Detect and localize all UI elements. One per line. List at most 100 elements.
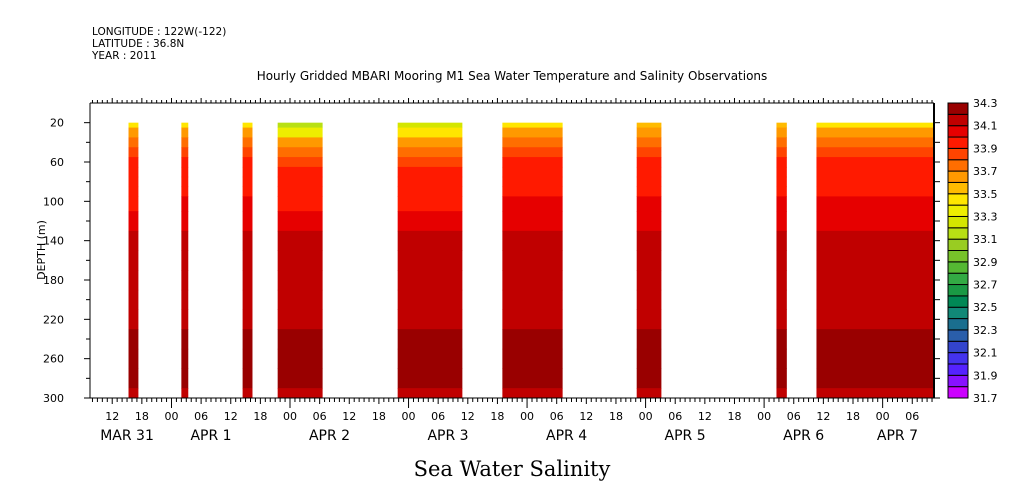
x-tick-label: 18 [727,410,741,423]
year-label: YEAR : 2011 [91,50,156,62]
salinity-cell [636,230,662,251]
salinity-cell [776,289,787,310]
salinity-cell [636,270,662,291]
salinity-cell [397,196,463,212]
colorbar-swatch [947,363,969,376]
salinity-cell [277,137,323,148]
colorbar-swatch [947,193,969,206]
salinity-cell [776,166,787,178]
salinity-cell [128,176,139,188]
salinity-cell [776,211,787,232]
salinity-cell [128,196,139,212]
x-tick-label: 06 [313,410,327,423]
y-tick-label: 260 [43,353,64,366]
salinity-cell [181,122,189,129]
x-tick-label: 12 [579,410,593,423]
salinity-cell [776,250,787,271]
colorbar-swatch [947,329,969,342]
salinity-cell [397,289,463,310]
data-segment [277,122,323,399]
salinity-cell [397,186,463,197]
salinity-cell [242,186,253,197]
x-tick-label: 12 [816,410,830,423]
colorbar-swatch [947,159,969,172]
salinity-cell [397,157,463,168]
salinity-cell [397,329,463,350]
x-tick-label: 00 [757,410,771,423]
x-tick-label: 00 [164,410,178,423]
x-tick-label: 00 [283,410,297,423]
colorbar-swatch [947,352,969,365]
colorbar-swatch [947,125,969,138]
salinity-cell [242,250,253,271]
salinity-cell [128,388,139,399]
colorbar-swatch [947,272,969,286]
salinity-cell [181,196,189,212]
salinity-cell [776,230,787,251]
salinity-cell [816,186,934,197]
x-tick-label: 18 [253,410,267,423]
colorbar-swatch [947,340,969,354]
salinity-cell [181,186,189,197]
salinity-cell [242,127,253,138]
salinity-cell [502,230,563,251]
colorbar-label: 33.3 [973,210,998,223]
salinity-cell [816,388,934,399]
salinity-cell [181,289,189,310]
salinity-cell [277,157,323,168]
x-tick-label: 00 [876,410,890,423]
colorbar-label: 31.9 [973,369,998,382]
colorbar-swatch [947,136,969,149]
salinity-cell [636,388,662,399]
salinity-cell [277,176,323,188]
salinity-cell [277,309,323,330]
y-tick-label: 300 [43,392,64,405]
x-tick-label: 18 [609,410,623,423]
x-tick-label: 00 [639,410,653,423]
salinity-cell [128,348,139,369]
salinity-cell [636,176,662,188]
x-tick-label: 06 [668,410,682,423]
salinity-cell [242,147,253,158]
salinity-cell [128,368,139,389]
salinity-cell [776,157,787,168]
salinity-cell [502,122,563,129]
salinity-cell [397,230,463,251]
salinity-cell [242,388,253,399]
salinity-cell [181,166,189,178]
x-tick-label: 06 [194,410,208,423]
salinity-cell [397,166,463,178]
salinity-cell [128,250,139,271]
salinity-cell [776,368,787,389]
colorbar: 34.3 34.1 33.9 33.7 33.5 33.3 33.1 32.9 32.7 32.5… [947,97,998,405]
salinity-cell [636,368,662,389]
salinity-cell [502,186,563,197]
colorbar-swatch [947,306,969,320]
salinity-cell [636,211,662,232]
plot-area [128,122,934,399]
salinity-cell [181,270,189,291]
longitude-label: LONGITUDE : 122W(-122) [92,26,226,38]
salinity-cell [776,137,787,148]
salinity-cell [181,250,189,271]
salinity-cell [242,196,253,212]
salinity-cell [128,211,139,232]
x-tick-label: 12 [105,410,119,423]
salinity-cell [181,329,189,350]
salinity-cell [636,250,662,271]
salinity-cell [277,211,323,232]
salinity-cell [502,388,563,399]
salinity-cell [816,127,934,138]
salinity-cell [816,329,934,350]
x-tick-label: 06 [431,410,445,423]
salinity-cell [397,211,463,232]
day-label: APR 7 [877,428,918,444]
y-tick-label: 140 [43,235,64,248]
day-label: APR 2 [309,428,350,444]
salinity-cell [397,137,463,148]
salinity-cell [181,147,189,158]
x-tick-label: 12 [224,410,238,423]
x-tick-label: 18 [372,410,386,423]
salinity-cell [181,127,189,138]
salinity-cell [502,348,563,369]
